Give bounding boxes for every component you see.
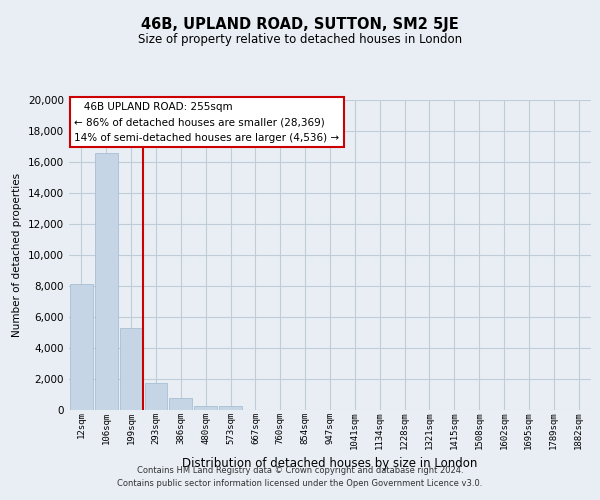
Bar: [194, 406, 217, 410]
Bar: [169, 398, 192, 410]
Text: Contains HM Land Registry data © Crown copyright and database right 2024.
Contai: Contains HM Land Registry data © Crown c…: [118, 466, 482, 487]
Bar: [219, 406, 242, 410]
Bar: [70, 284, 93, 410]
Bar: [145, 383, 167, 410]
X-axis label: Distribution of detached houses by size in London: Distribution of detached houses by size …: [182, 458, 478, 470]
Bar: [95, 152, 118, 410]
Text: 46B, UPLAND ROAD, SUTTON, SM2 5JE: 46B, UPLAND ROAD, SUTTON, SM2 5JE: [141, 18, 459, 32]
Text: Size of property relative to detached houses in London: Size of property relative to detached ho…: [138, 32, 462, 46]
Bar: [120, 328, 143, 410]
Y-axis label: Number of detached properties: Number of detached properties: [13, 173, 22, 337]
Text: 46B UPLAND ROAD: 255sqm
← 86% of detached houses are smaller (28,369)
14% of sem: 46B UPLAND ROAD: 255sqm ← 86% of detache…: [74, 102, 340, 143]
